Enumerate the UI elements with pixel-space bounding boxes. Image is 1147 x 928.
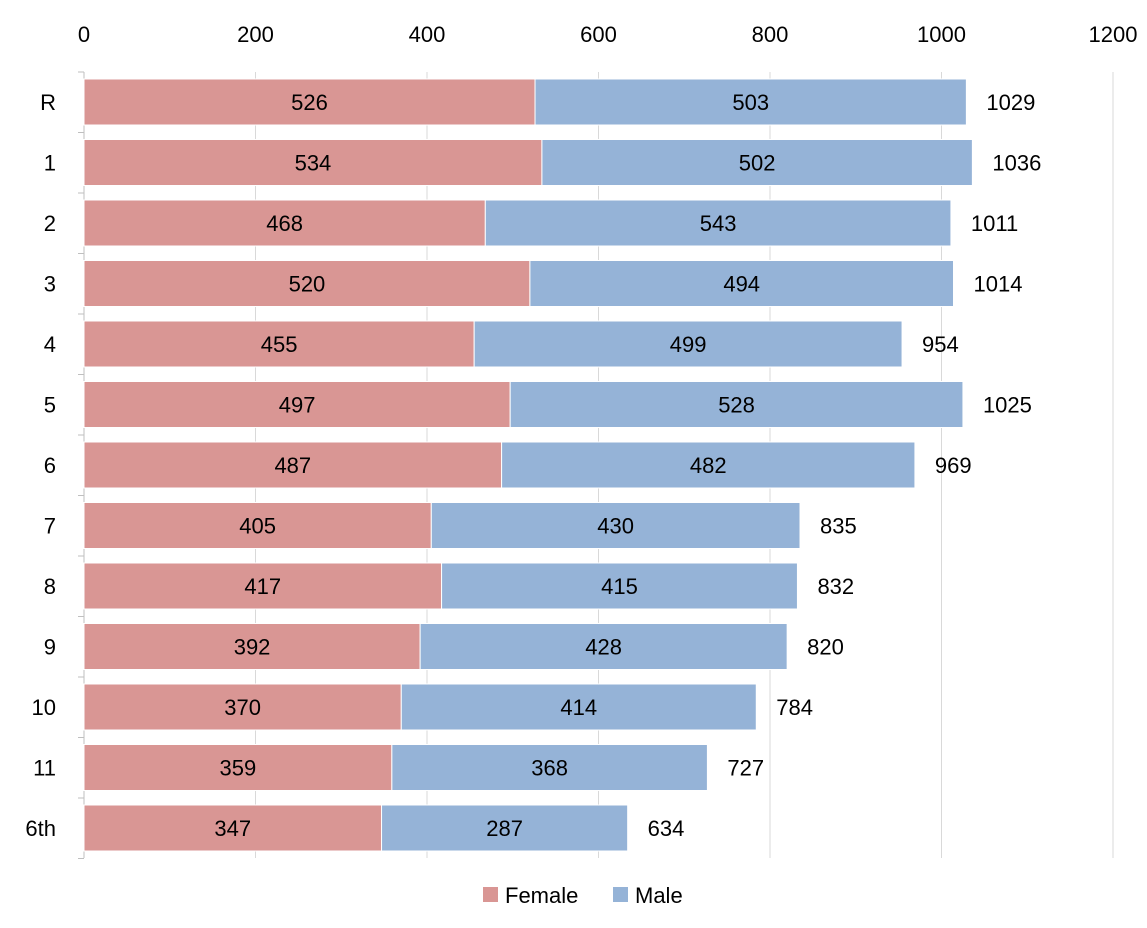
- bar-female: [83, 623, 421, 670]
- bar-male: [509, 381, 964, 428]
- category-label: R: [40, 90, 56, 115]
- bar-female: [83, 139, 543, 186]
- total-label: 1036: [992, 151, 1041, 176]
- x-tick-label: 200: [237, 22, 274, 47]
- bar-male: [484, 199, 952, 247]
- bar-male: [541, 139, 973, 186]
- x-tick-label: 400: [409, 22, 446, 47]
- bar-male: [529, 260, 955, 307]
- bar-value-label: 414: [560, 695, 597, 720]
- category-label: 3: [44, 272, 56, 297]
- bar-value-label: 526: [291, 90, 328, 115]
- bar-value-label: 468: [266, 211, 303, 236]
- x-tick-label: 600: [580, 22, 617, 47]
- bar-male: [501, 441, 916, 489]
- bar-value-label: 502: [739, 151, 776, 176]
- bar-male: [534, 78, 967, 126]
- bar-male: [430, 502, 801, 549]
- legend-swatch-female: [483, 887, 498, 902]
- bar-value-label: 287: [486, 816, 523, 841]
- category-label: 9: [44, 635, 56, 660]
- bar-male: [381, 804, 629, 852]
- bar-value-label: 428: [585, 635, 622, 660]
- bar-value-label: 359: [220, 756, 257, 781]
- category-label: 1: [44, 151, 56, 176]
- legend: Female Male: [483, 883, 683, 908]
- bar-value-label: 528: [718, 393, 755, 418]
- total-label: 1014: [974, 272, 1023, 297]
- bar-value-label: 347: [214, 816, 251, 841]
- total-label: 1029: [986, 90, 1035, 115]
- data-labels: 526 503 1029 534 502 1036 468 543 1011 520 494 1014…: [214, 90, 1041, 841]
- bar-female: [83, 78, 536, 126]
- legend-label: Female: [505, 883, 578, 908]
- x-tick-label: 0: [78, 22, 90, 47]
- category-label: 11: [33, 756, 56, 781]
- category-label: 4: [44, 332, 56, 357]
- total-label: 1025: [983, 393, 1032, 418]
- x-tick-label: 800: [752, 22, 789, 47]
- bar-female: [83, 744, 393, 791]
- bar-male: [473, 320, 903, 368]
- bar-value-label: 405: [239, 514, 276, 539]
- bar-female: [83, 683, 402, 731]
- bar-male: [400, 683, 757, 731]
- x-tick-label: 1000: [917, 22, 966, 47]
- bar-value-label: 455: [261, 332, 298, 357]
- total-label: 820: [807, 635, 844, 660]
- bar-female: [83, 260, 531, 307]
- total-label: 727: [727, 756, 764, 781]
- bar-value-label: 543: [700, 211, 737, 236]
- bar-value-label: 482: [690, 453, 727, 478]
- bar-male: [419, 623, 788, 670]
- category-label: 5: [44, 393, 56, 418]
- bar-value-label: 415: [601, 574, 638, 599]
- category-label: 8: [44, 574, 56, 599]
- total-label: 784: [776, 695, 813, 720]
- total-label: 835: [820, 514, 857, 539]
- bars: [83, 78, 973, 852]
- total-label: 634: [648, 816, 685, 841]
- total-label: 832: [817, 574, 854, 599]
- bar-value-label: 534: [295, 151, 332, 176]
- bar-value-label: 417: [244, 574, 281, 599]
- bar-value-label: 520: [289, 272, 326, 297]
- bar-value-label: 494: [723, 272, 760, 297]
- bar-value-label: 430: [597, 514, 634, 539]
- total-label: 954: [922, 332, 959, 357]
- x-tick-label: 1200: [1089, 22, 1138, 47]
- category-label: 10: [32, 695, 56, 720]
- total-label: 969: [935, 453, 972, 478]
- bar-value-label: 370: [224, 695, 261, 720]
- bar-value-label: 368: [531, 756, 568, 781]
- bar-female: [83, 804, 383, 852]
- bar-value-label: 499: [670, 332, 707, 357]
- category-label: 7: [44, 514, 56, 539]
- bar-male: [391, 744, 708, 791]
- bar-male: [441, 562, 798, 610]
- bar-value-label: 497: [279, 393, 316, 418]
- bar-female: [83, 441, 503, 489]
- bar-value-label: 392: [234, 635, 271, 660]
- category-label: 6th: [25, 816, 56, 841]
- category-label: 6: [44, 453, 56, 478]
- bar-female: [83, 199, 486, 247]
- category-label: 2: [44, 211, 56, 236]
- bar-value-label: 487: [274, 453, 311, 478]
- legend-swatch-male: [613, 887, 628, 902]
- legend-label: Male: [635, 883, 683, 908]
- bar-value-label: 503: [732, 90, 769, 115]
- total-label: 1011: [971, 211, 1018, 236]
